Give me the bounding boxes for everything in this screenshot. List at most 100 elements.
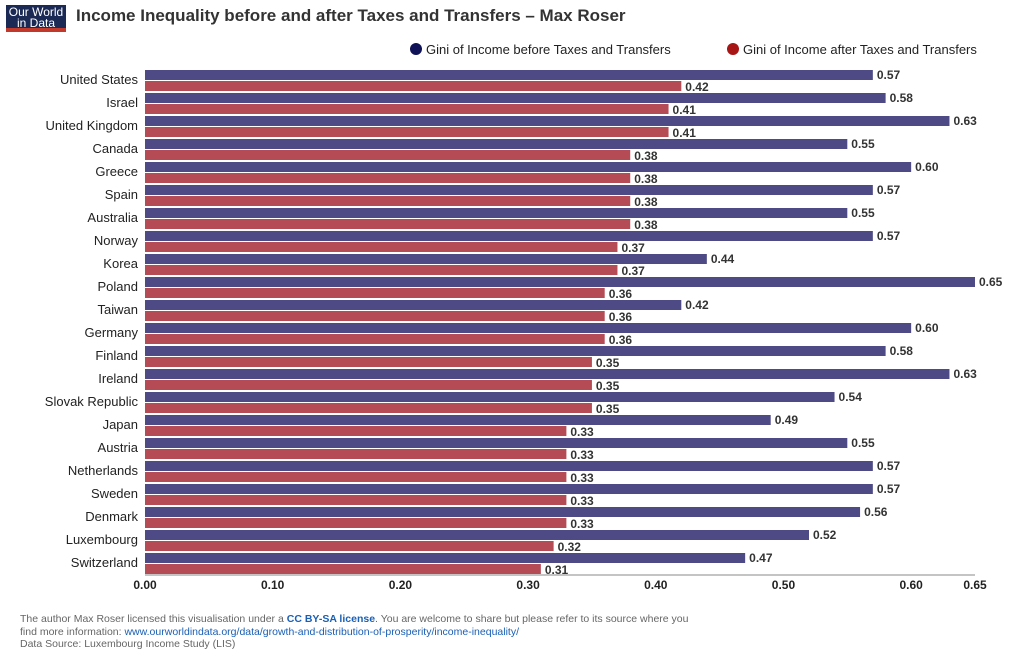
x-tick-label: 0.00 [133,578,157,592]
bar-after [145,311,605,321]
x-tick-label: 0.10 [261,578,285,592]
value-label-after: 0.41 [673,103,697,117]
category-label: Canada [92,141,138,156]
legend-before-dot [410,43,422,55]
license-link[interactable]: CC BY-SA license [286,613,376,625]
value-label-after: 0.32 [558,540,582,554]
value-label-before: 0.55 [851,206,875,220]
category-label: United States [60,72,139,87]
bar-before [145,507,861,517]
bar-after [145,426,567,436]
value-label-after: 0.41 [673,126,697,140]
value-label-after: 0.38 [634,172,658,186]
value-label-before: 0.49 [775,413,799,427]
value-label-before: 0.60 [915,160,939,174]
bar-before [145,369,950,379]
value-label-after: 0.33 [570,448,594,462]
logo: Our World in Data [6,5,66,32]
footer-license-line: The author Max Roser licensed this visua… [20,613,688,626]
bar-chart: United States 0.57 0.42 Israel 0.58 0.41 Unite… [45,68,1003,592]
bar-after [145,334,605,344]
category-label: Poland [98,279,138,294]
bar-after [145,150,631,160]
category-label: Finland [95,348,138,363]
footer-text-3: find more information: [20,625,125,638]
legend-after: Gini of Income after Taxes and Transfers [727,42,977,57]
category-label: Denmark [85,509,138,524]
value-label-before: 0.63 [953,367,977,381]
value-label-before: 0.58 [890,91,914,105]
bar-before [145,231,873,241]
bar-before [145,530,809,540]
value-label-before: 0.54 [839,390,863,404]
value-label-before: 0.58 [890,344,914,358]
bar-after [145,449,567,459]
footer-text-1: The author Max Roser licensed this visua… [20,613,287,625]
legend-before: Gini of Income before Taxes and Transfer… [410,42,671,57]
bar-after [145,219,631,229]
bar-after [145,288,605,298]
value-label-after: 0.36 [609,287,633,301]
bar-before [145,254,707,264]
source-url-link[interactable]: www.ourworldindata.org/data/growth-and-d… [124,625,519,638]
x-tick-label: 0.50 [772,578,796,592]
bar-before [145,300,682,310]
category-label: Korea [103,256,138,271]
value-label-after: 0.33 [570,425,594,439]
bar-before [145,484,873,494]
category-label: Germany [85,325,139,340]
category-label: Switzerland [71,555,138,570]
bar-before [145,553,746,563]
value-label-before: 0.52 [813,528,837,542]
chart-title: Income Inequality before and after Taxes… [76,6,626,25]
bar-after [145,196,631,206]
legend-after-label: Gini of Income after Taxes and Transfers [743,42,977,57]
value-label-after: 0.37 [621,264,645,278]
value-label-before: 0.55 [851,436,875,450]
value-label-after: 0.38 [634,195,658,209]
logo-line-1: Our World [8,5,64,19]
legend-before-label: Gini of Income before Taxes and Transfer… [426,42,671,57]
bar-after [145,81,682,91]
value-label-after: 0.36 [609,310,633,324]
category-label: Netherlands [68,463,139,478]
legend-after-dot [727,43,739,55]
bar-before [145,323,912,333]
value-label-before: 0.42 [685,298,709,312]
category-label: United Kingdom [46,118,139,133]
bar-after [145,518,567,528]
value-label-after: 0.38 [634,149,658,163]
value-label-after: 0.35 [596,402,620,416]
footer: The author Max Roser licensed this visua… [20,613,688,651]
category-label: Japan [103,417,138,432]
bar-before [145,70,873,80]
x-tick-label: 0.40 [644,578,668,592]
bar-before [145,208,848,218]
value-label-after: 0.33 [570,517,594,531]
value-label-after: 0.31 [545,563,569,577]
bar-before [145,277,975,287]
bar-after [145,265,618,275]
bar-after [145,541,554,551]
value-label-before: 0.57 [877,68,901,82]
value-label-after: 0.36 [609,333,633,347]
bar-after [145,403,592,413]
bar-before [145,116,950,126]
bar-before [145,346,886,356]
bar-after [145,472,567,482]
bar-after [145,380,592,390]
bar-before [145,392,835,402]
x-tick-label: 0.20 [389,578,413,592]
x-tick-label: 0.65 [963,578,987,592]
footer-source-line: find more information: www.ourworldindat… [20,626,688,639]
bar-after [145,564,541,574]
bar-before [145,438,848,448]
value-label-before: 0.63 [953,114,977,128]
category-label: Luxembourg [66,532,138,547]
value-label-before: 0.60 [915,321,939,335]
value-label-before: 0.55 [851,137,875,151]
value-label-after: 0.35 [596,379,620,393]
footer-data-source: Data Source: Luxembourg Income Study (LI… [20,638,236,650]
value-label-after: 0.42 [685,80,709,94]
value-label-before: 0.57 [877,183,901,197]
